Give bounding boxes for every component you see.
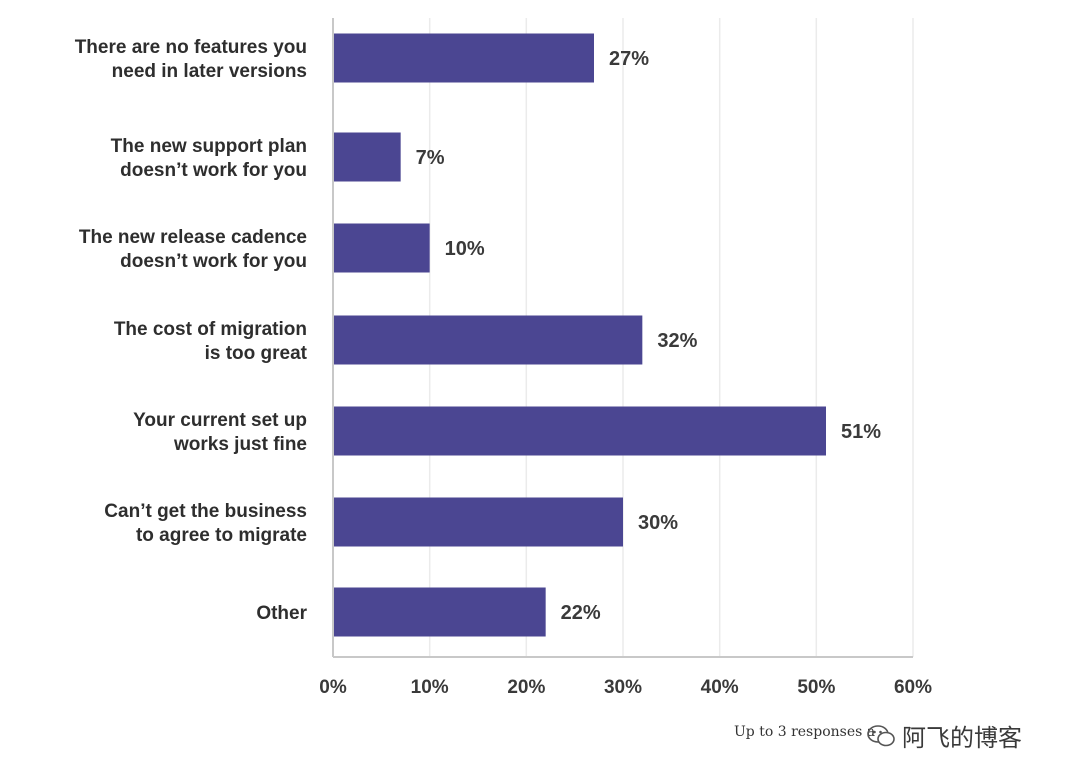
category-label: The cost of migration: [114, 319, 307, 340]
bar-value-label: 10%: [445, 238, 485, 260]
category-label: Other: [256, 603, 307, 624]
category-label: The new support plan: [111, 136, 307, 157]
category-label: Can’t get the business: [104, 501, 307, 522]
watermark-text: 阿飞的博客: [902, 724, 1022, 752]
bar: [333, 587, 546, 637]
category-label: The new release cadence: [79, 227, 307, 248]
x-tick-label: 20%: [507, 677, 545, 698]
x-tick-label: 0%: [319, 677, 347, 698]
category-label: There are no features you: [75, 37, 307, 58]
bar: [333, 33, 594, 83]
bar: [333, 223, 430, 273]
bar-value-label: 51%: [841, 421, 881, 443]
bar-value-label: 22%: [561, 602, 601, 624]
footnote: Up to 3 responses a: [734, 724, 876, 740]
category-label: is too great: [205, 343, 308, 364]
bar: [333, 315, 643, 365]
category-label: doesn’t work for you: [120, 251, 307, 272]
bar: [333, 132, 401, 182]
category-label: to agree to migrate: [136, 525, 307, 546]
category-label: Your current set up: [133, 410, 307, 431]
bar-value-label: 32%: [657, 330, 697, 352]
x-tick-label: 30%: [604, 677, 642, 698]
bar-value-label: 27%: [609, 48, 649, 70]
x-tick-label: 10%: [411, 677, 449, 698]
bar: [333, 497, 623, 547]
wechat-icon: [867, 724, 895, 746]
x-tick-label: 50%: [797, 677, 835, 698]
x-tick-label: 40%: [701, 677, 739, 698]
bar-value-label: 7%: [416, 147, 445, 169]
category-label: need in later versions: [112, 61, 307, 82]
category-label: works just fine: [173, 434, 307, 455]
watermark: 阿飞的博客: [866, 718, 1022, 753]
bar-value-label: 30%: [638, 512, 678, 534]
bar: [333, 406, 826, 456]
category-label: doesn’t work for you: [120, 160, 307, 181]
x-tick-label: 60%: [894, 677, 932, 698]
